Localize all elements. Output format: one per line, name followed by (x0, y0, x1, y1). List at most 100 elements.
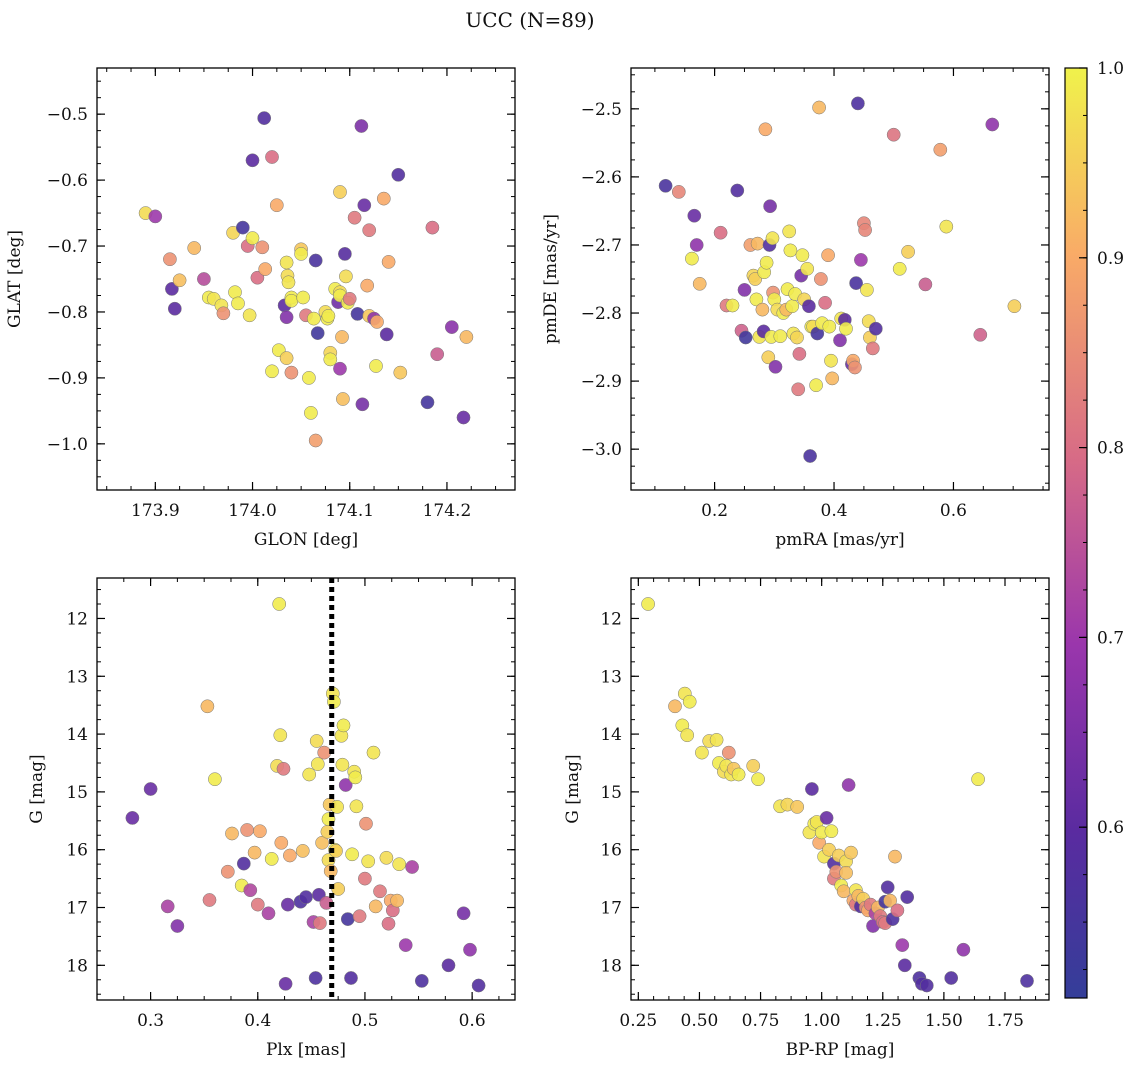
data-point (763, 199, 777, 214)
data-point (235, 220, 250, 235)
colorbar-tick-label: 1.0 (1097, 59, 1124, 79)
data-point (709, 733, 724, 747)
data-point (379, 327, 394, 342)
data-point (261, 906, 276, 921)
x-tick-label: 0.50 (681, 1011, 719, 1031)
y-tick-label: 12 (66, 609, 88, 629)
y-tick-label: 15 (600, 783, 622, 803)
data-point (731, 767, 746, 782)
y-tick-label: −2.7 (581, 236, 622, 256)
data-point (848, 360, 862, 375)
data-point (355, 397, 370, 412)
data-point (269, 198, 284, 213)
data-point (860, 283, 874, 297)
data-point (342, 291, 357, 306)
x-tick-label: 0.25 (619, 1011, 657, 1031)
data-point (849, 276, 863, 290)
data-point (858, 223, 872, 237)
data-point (304, 406, 318, 420)
data-point (250, 270, 265, 285)
y-tick-label: −3.0 (581, 440, 622, 460)
data-point (148, 209, 163, 224)
data-point (306, 311, 321, 326)
data-point (257, 111, 272, 125)
data-point (366, 745, 381, 760)
data-point (809, 378, 823, 393)
data-point (900, 890, 915, 904)
subplot-3: 0.3 0.4 0.5 0.6 12 13 14 15 16 17 18 Plx [mas] G [ma… (27, 577, 516, 1060)
data-point (792, 347, 807, 361)
data-point (805, 782, 819, 796)
data-point (310, 757, 325, 771)
data-point (160, 899, 175, 914)
colorbar-tick-label: 0.6 (1097, 818, 1124, 838)
data-point (441, 958, 456, 973)
axes-frame (630, 67, 1050, 491)
y-tick-label: 12 (600, 609, 622, 629)
subplot-1: 173.9 174.0 174.1 174.2 −0.5 −0.6 −0.7 −0.8 −0.9… (5, 67, 516, 550)
data-point (309, 734, 324, 748)
data-point (790, 330, 804, 345)
data-point (197, 272, 211, 286)
data-point (687, 208, 702, 223)
data-point (333, 185, 347, 199)
data-point (216, 306, 231, 321)
data-point (273, 728, 288, 743)
data-point (313, 916, 327, 930)
data-point (315, 835, 329, 850)
data-point (279, 310, 294, 325)
data-point (265, 150, 279, 164)
data-point (812, 100, 826, 115)
data-point (398, 938, 413, 952)
x-axis-label: BP-RP [mag] (786, 1040, 895, 1060)
data-point (336, 718, 351, 733)
x-tick-label: 0.6 (459, 1011, 486, 1031)
data-point (795, 248, 810, 263)
data-point (444, 320, 459, 334)
data-point (247, 845, 262, 860)
data-point (276, 761, 291, 776)
data-point (340, 912, 355, 926)
data-point (782, 224, 797, 239)
data-point (294, 247, 308, 261)
data-point (725, 298, 740, 313)
data-point (202, 893, 217, 907)
y-tick-label: 18 (600, 956, 622, 976)
x-axis-label: pmRA [mas/yr] (775, 530, 904, 550)
y-axis-label: pmDE [mas/yr] (541, 214, 561, 344)
data-point (689, 238, 704, 252)
data-point (344, 971, 358, 985)
data-point (379, 850, 394, 865)
y-tick-label: 15 (66, 783, 88, 803)
data-point (939, 219, 954, 234)
y-tick-label: −2.9 (581, 372, 622, 392)
data-point (163, 252, 177, 267)
data-point (785, 299, 800, 314)
data-point (851, 96, 865, 111)
data-point (692, 276, 707, 291)
data-point (425, 220, 440, 235)
data-point (187, 241, 202, 255)
data-point (349, 799, 364, 814)
data-point (833, 333, 847, 348)
data-point (751, 772, 765, 787)
y-tick-label: 13 (66, 667, 88, 687)
data-point (317, 745, 332, 760)
data-point (919, 978, 934, 993)
x-tick-label: 1.50 (925, 1011, 963, 1031)
data-point (258, 262, 273, 276)
y-tick-label: −0.8 (47, 303, 88, 323)
data-point (738, 330, 753, 345)
axes-frame (96, 67, 516, 491)
data-point (172, 273, 187, 288)
data-point (1020, 974, 1034, 988)
data-point (758, 122, 773, 137)
y-tick-label: 17 (600, 899, 622, 919)
data-point (245, 231, 260, 245)
data-point (844, 845, 858, 860)
data-point (279, 351, 294, 365)
axes-frame (630, 577, 1050, 1001)
data-point (381, 916, 396, 931)
colorbar-ticks: 0.6 0.7 0.8 0.9 1.0 (1079, 59, 1124, 971)
